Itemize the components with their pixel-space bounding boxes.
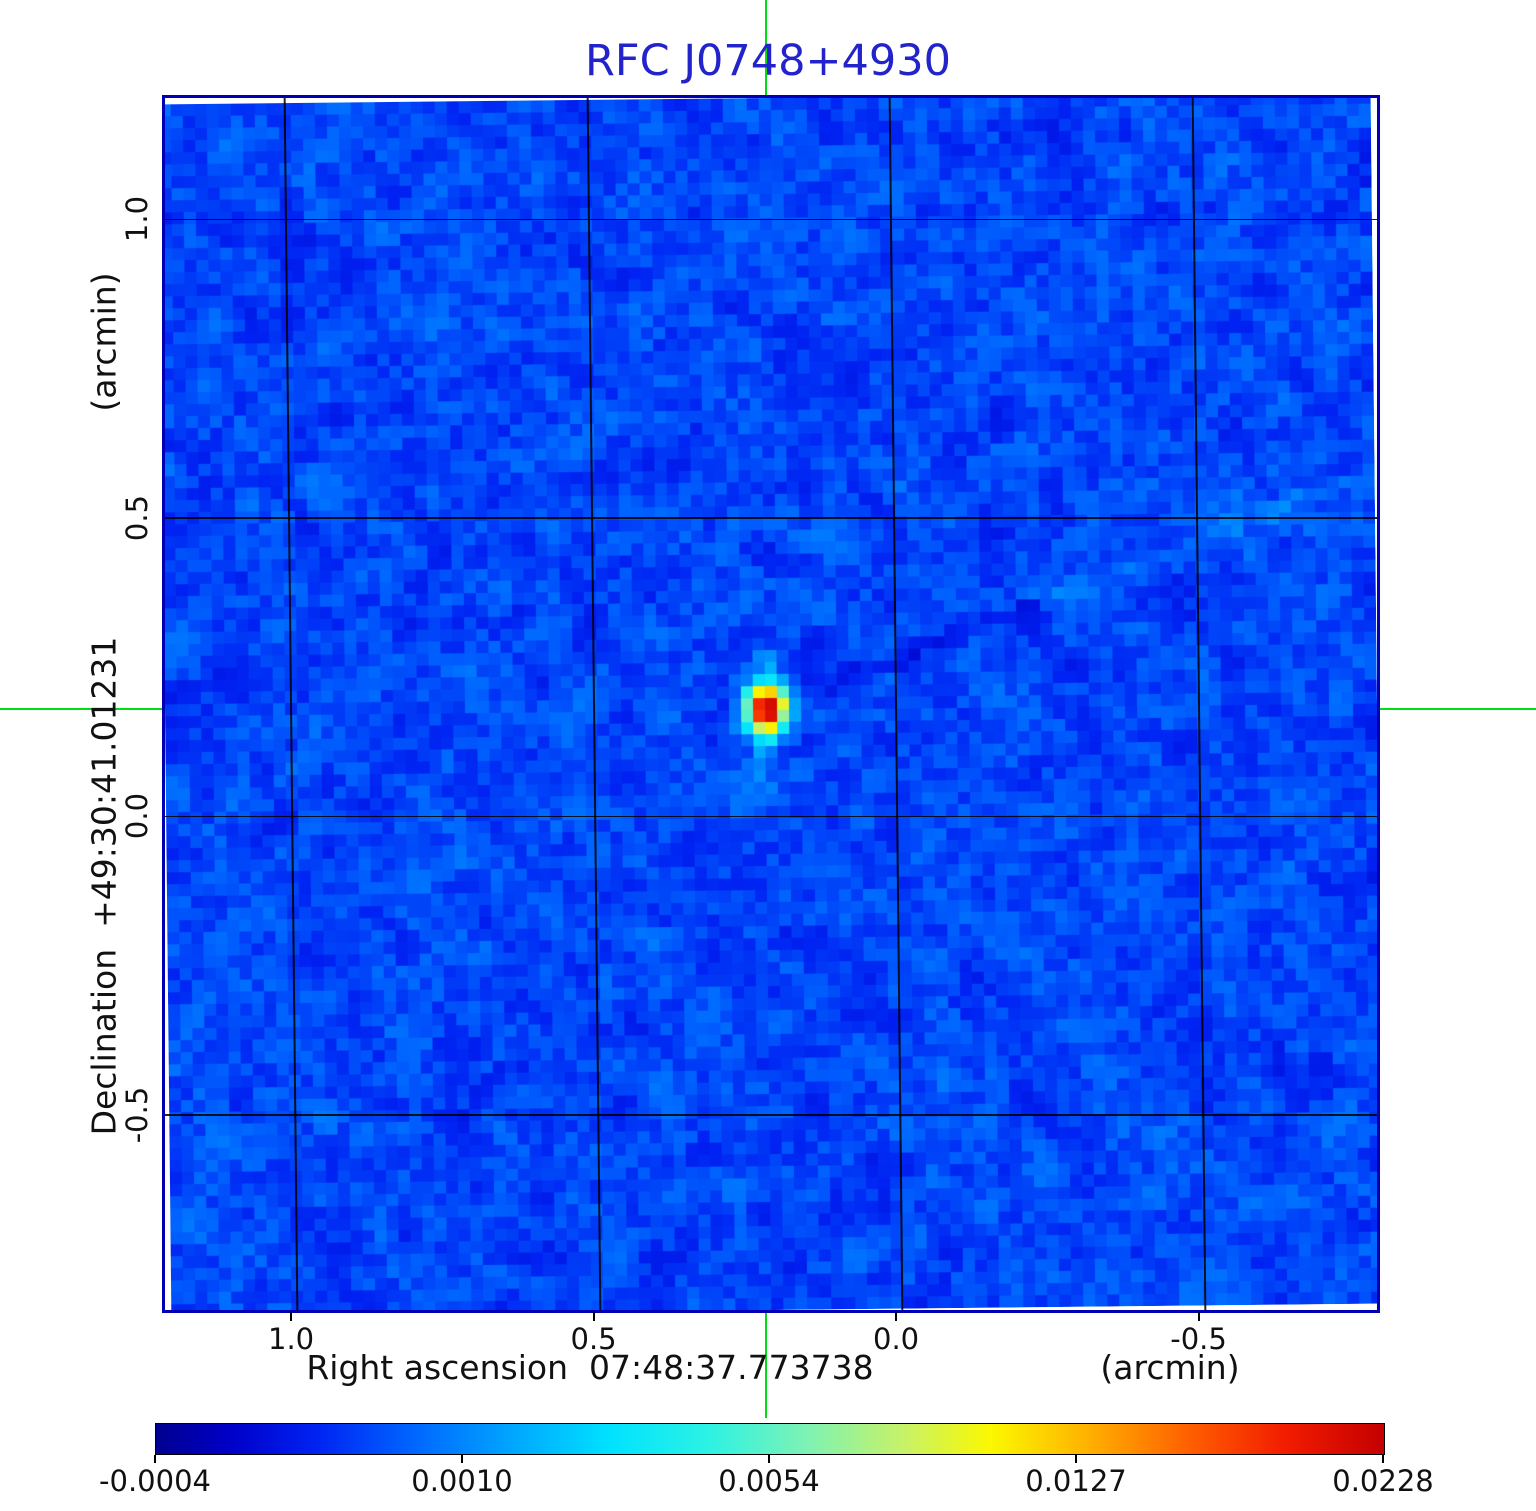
x-tick-mark--0.5 xyxy=(1197,1312,1200,1321)
colorbar-tick-mark-3 xyxy=(1075,1455,1077,1463)
intensity-heatmap-canvas xyxy=(165,98,1377,1310)
colorbar-tick-mark-1 xyxy=(461,1455,463,1463)
grid-line-y--0.5 xyxy=(165,1114,1377,1116)
y-axis-title: Declination +49:30:41.01231 xyxy=(84,636,124,1136)
page-title: RFC J0748+4930 xyxy=(585,36,951,86)
colorbar-tick-label-4: 0.0228 xyxy=(1332,1464,1434,1498)
colorbar-tick-mark-2 xyxy=(768,1455,770,1463)
x-axis-unit-label: (arcmin) xyxy=(1100,1348,1240,1387)
plot-area xyxy=(165,98,1377,1310)
plot-frame xyxy=(162,95,1380,1313)
colorbar-tick-label-0: -0.0004 xyxy=(99,1464,211,1498)
x-tick-label-0.0: 0.0 xyxy=(873,1322,920,1356)
x-tick-label-1.0: 1.0 xyxy=(268,1322,315,1356)
grid-line-y-0.0 xyxy=(165,815,1377,818)
colorbar-tick-mark-0 xyxy=(154,1455,156,1463)
x-tick-mark-1.0 xyxy=(290,1312,293,1321)
grid-line-y-0.5 xyxy=(165,517,1377,519)
y-tick-label-0.5: 0.5 xyxy=(120,494,154,542)
x-tick-label-0.5: 0.5 xyxy=(570,1322,617,1356)
colorbar-tick-label-1: 0.0010 xyxy=(411,1464,513,1498)
x-tick-mark-0.0 xyxy=(895,1312,898,1321)
x-axis-title: Right ascension 07:48:37.773738 xyxy=(306,1348,874,1387)
colorbar-tick-label-3: 0.0127 xyxy=(1025,1464,1127,1498)
x-tick-mark-0.5 xyxy=(592,1312,595,1321)
y-tick-label-0.0: 0.0 xyxy=(120,793,154,840)
y-tick-label-1.0: 1.0 xyxy=(120,196,154,243)
x-tick-label--0.5: -0.5 xyxy=(1170,1322,1227,1356)
y-tick-label--0.5: -0.5 xyxy=(120,1086,154,1144)
colorbar-tick-label-2: 0.0054 xyxy=(718,1464,820,1498)
grid-line-y-1.0 xyxy=(165,218,1377,221)
y-axis-unit-label: (arcmin) xyxy=(84,272,124,412)
colorbar-tick-mark-4 xyxy=(1382,1455,1384,1463)
intensity-colorbar xyxy=(155,1423,1385,1455)
